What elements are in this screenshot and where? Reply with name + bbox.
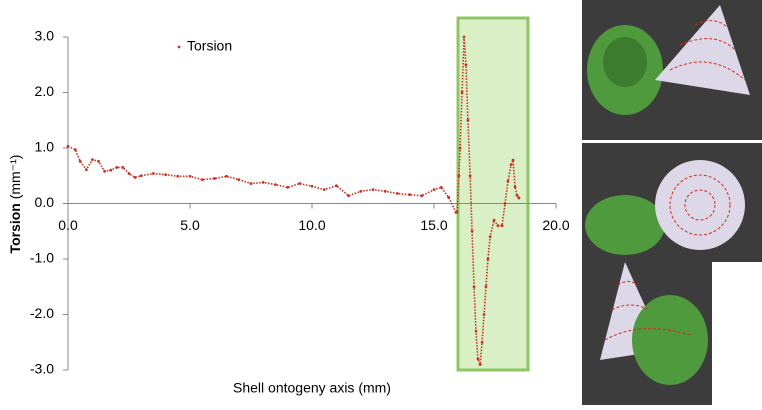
point bbox=[462, 35, 466, 39]
point bbox=[470, 229, 474, 233]
shell-curve bbox=[669, 20, 746, 81]
y-tick-label: 1.0 bbox=[35, 139, 55, 155]
x-tick-label: 20.0 bbox=[542, 217, 569, 233]
point bbox=[347, 194, 350, 198]
point bbox=[310, 184, 314, 188]
point bbox=[476, 357, 480, 361]
y-tick-label: 3.0 bbox=[35, 28, 55, 44]
point bbox=[468, 174, 472, 178]
point bbox=[91, 158, 94, 162]
point bbox=[335, 184, 338, 188]
point bbox=[200, 178, 204, 182]
y-tick-label: 2.0 bbox=[35, 83, 55, 99]
point bbox=[225, 174, 229, 178]
y-tick-label: -2.0 bbox=[30, 305, 54, 321]
y-tick-label: -1.0 bbox=[30, 250, 54, 266]
point bbox=[359, 189, 363, 193]
x-tick-label: 10.0 bbox=[298, 217, 325, 233]
point bbox=[249, 182, 253, 185]
y-axis-title: Torsion (mm⁻¹) bbox=[7, 155, 23, 254]
y-axis-unit: (mm⁻¹) bbox=[7, 155, 23, 200]
point bbox=[97, 159, 100, 163]
point bbox=[84, 168, 88, 172]
point bbox=[73, 148, 77, 152]
point bbox=[261, 181, 265, 184]
point bbox=[188, 174, 192, 178]
point bbox=[103, 169, 106, 173]
point bbox=[176, 174, 180, 178]
point bbox=[496, 224, 500, 228]
y-axis-term: Torsion bbox=[7, 203, 23, 253]
x-tick-label: 0.0 bbox=[58, 217, 78, 233]
point bbox=[458, 146, 462, 150]
point bbox=[457, 174, 461, 178]
point bbox=[511, 158, 515, 162]
point bbox=[237, 178, 241, 182]
point bbox=[408, 193, 411, 197]
point bbox=[480, 340, 484, 344]
point bbox=[460, 91, 464, 94]
point bbox=[213, 177, 216, 180]
y-tick-label: -3.0 bbox=[30, 361, 54, 377]
point bbox=[482, 313, 486, 316]
point bbox=[298, 182, 302, 185]
point bbox=[274, 183, 277, 187]
x-tick-label: 15.0 bbox=[420, 217, 447, 233]
point bbox=[396, 192, 399, 195]
point bbox=[164, 173, 168, 177]
shell-curve bbox=[669, 174, 731, 236]
point bbox=[486, 257, 490, 261]
point bbox=[66, 144, 70, 148]
point bbox=[506, 179, 510, 183]
x-axis-title: Shell ontogeny axis (mm) bbox=[233, 380, 391, 396]
point bbox=[109, 168, 113, 172]
series-trace bbox=[67, 36, 520, 365]
point bbox=[371, 188, 375, 192]
legend-marker bbox=[177, 45, 181, 49]
legend-label: Torsion bbox=[187, 38, 232, 54]
y-tick-label: 0.0 bbox=[35, 194, 55, 210]
point bbox=[503, 202, 507, 205]
shell-curve bbox=[684, 189, 716, 221]
shell-body bbox=[632, 295, 708, 385]
point bbox=[484, 285, 488, 289]
point bbox=[139, 174, 143, 178]
point bbox=[286, 186, 289, 189]
point bbox=[472, 285, 476, 289]
shell-body bbox=[585, 195, 665, 255]
point bbox=[439, 186, 443, 189]
point bbox=[513, 185, 517, 189]
point bbox=[383, 189, 387, 193]
point bbox=[447, 195, 451, 199]
point bbox=[515, 193, 519, 197]
point bbox=[115, 166, 119, 169]
point bbox=[466, 118, 470, 122]
point bbox=[455, 210, 459, 214]
point bbox=[488, 235, 492, 239]
point bbox=[121, 166, 125, 169]
shell-curve bbox=[604, 281, 691, 341]
shell-aperture bbox=[603, 37, 647, 87]
point bbox=[133, 176, 137, 179]
point bbox=[78, 159, 82, 163]
point bbox=[152, 172, 155, 175]
point bbox=[492, 218, 496, 222]
shell-apex bbox=[655, 160, 745, 250]
point bbox=[500, 224, 504, 228]
shell-images bbox=[582, 0, 762, 405]
point bbox=[464, 63, 468, 67]
point bbox=[420, 194, 424, 198]
point bbox=[517, 196, 521, 200]
point bbox=[509, 163, 513, 167]
point bbox=[127, 172, 131, 175]
point bbox=[432, 188, 436, 192]
point bbox=[478, 363, 482, 366]
shell-spire bbox=[655, 5, 750, 95]
point bbox=[474, 329, 478, 333]
point bbox=[322, 188, 326, 192]
x-tick-label: 5.0 bbox=[180, 217, 200, 233]
